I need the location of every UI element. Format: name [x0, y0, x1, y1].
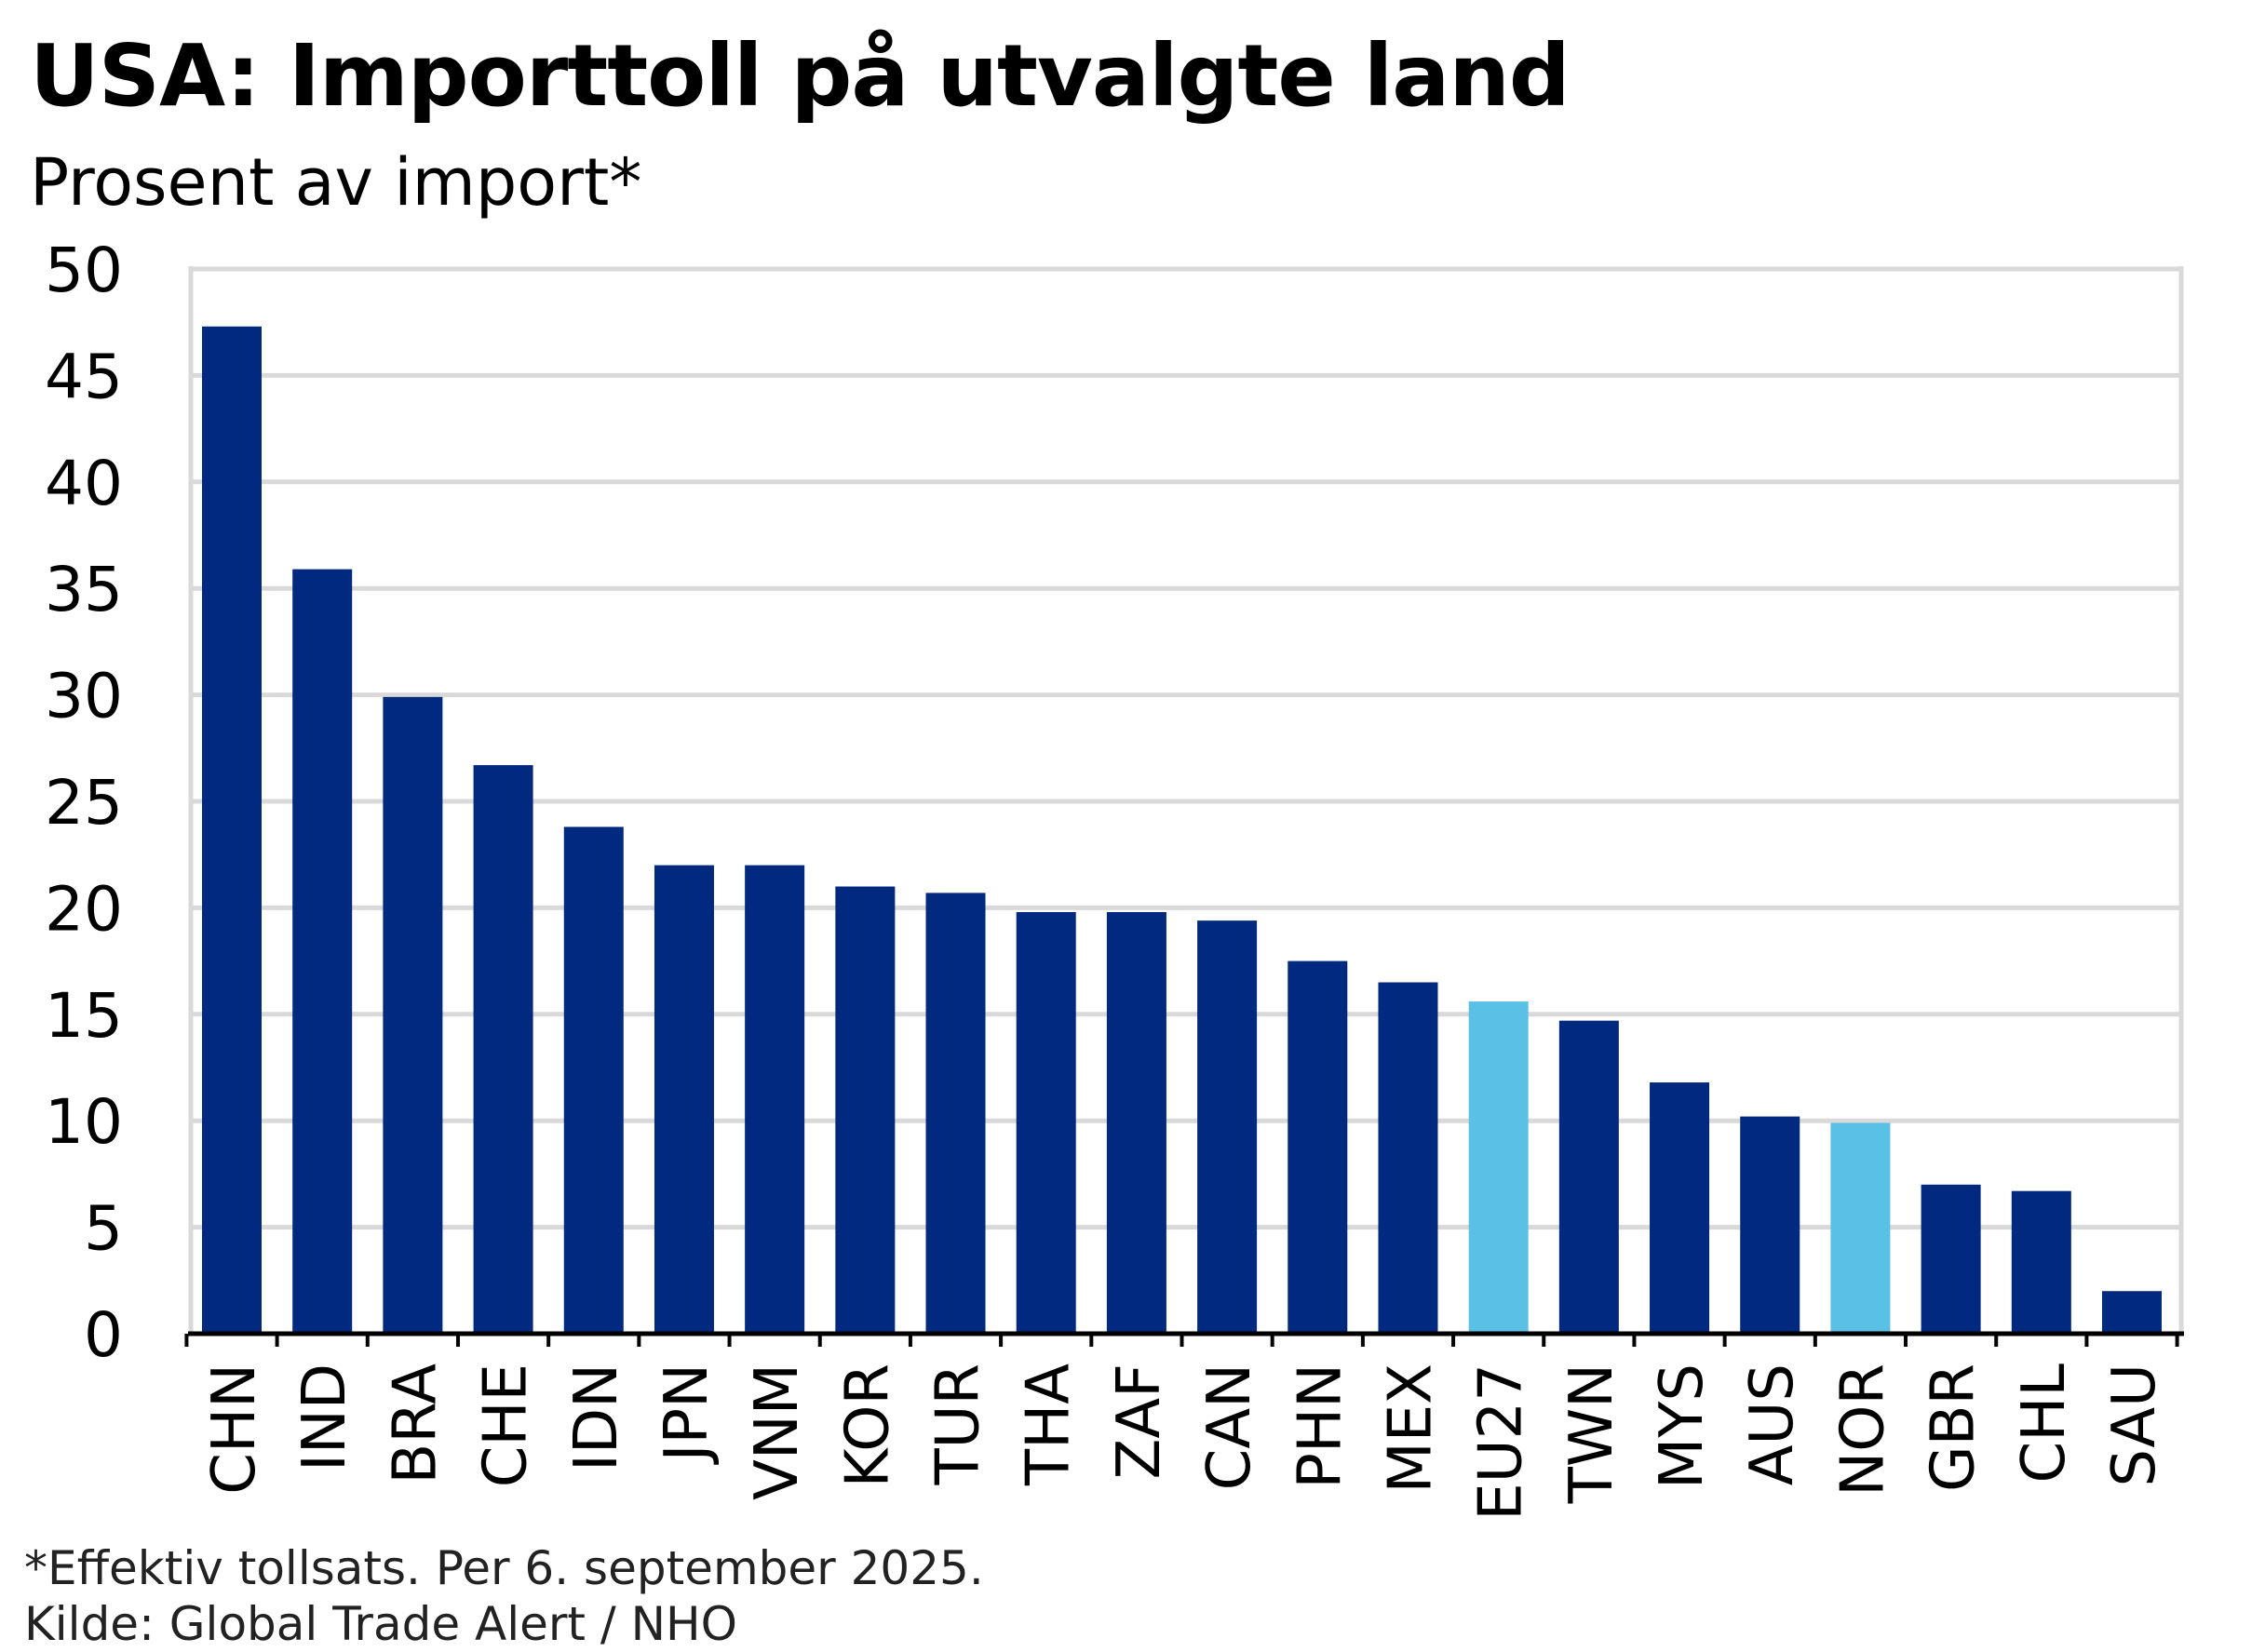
- x-tick-label: PHN: [1286, 1363, 1355, 1489]
- bar-twn: [1558, 1020, 1619, 1334]
- bar-che: [473, 765, 533, 1334]
- x-tick-label: KOR: [833, 1363, 902, 1487]
- bar-can: [1197, 920, 1258, 1334]
- y-tick-label: 0: [84, 1299, 123, 1371]
- y-tick-label: 20: [45, 873, 123, 945]
- bar-zaf: [1106, 911, 1166, 1334]
- source-note: Kilde: Global Trade Alert / NHO: [24, 1597, 737, 1651]
- x-tick-label: JPN: [653, 1363, 721, 1465]
- x-tick-label: BRA: [381, 1363, 450, 1484]
- y-tick-label: 45: [45, 341, 123, 412]
- x-tick-label: THA: [1015, 1363, 1084, 1486]
- x-tick-label: GBR: [1920, 1363, 1989, 1492]
- x-tick-label: VNM: [743, 1363, 812, 1500]
- x-tick-label: TUR: [924, 1363, 993, 1485]
- bar-eu27: [1468, 1001, 1529, 1334]
- x-tick-label: CHN: [200, 1363, 269, 1495]
- footnote: *Effektiv tollsats. Per 6. september 202…: [24, 1541, 984, 1595]
- y-tick-label: 15: [45, 980, 123, 1052]
- bar-ind: [292, 569, 353, 1334]
- bar-nor: [1830, 1122, 1891, 1334]
- footer: *Effektiv tollsats. Per 6. september 202…: [24, 1540, 984, 1652]
- bar-tha: [1016, 911, 1076, 1334]
- bar-gbr: [1921, 1184, 1981, 1334]
- y-tick-label: 5: [84, 1193, 123, 1265]
- y-tick-label: 50: [45, 235, 123, 306]
- bar-tur: [925, 893, 986, 1334]
- x-tick-label: IND: [290, 1363, 359, 1471]
- bar-phn: [1288, 960, 1348, 1334]
- x-tick-label: EU27: [1467, 1363, 1536, 1521]
- bar-bra: [383, 696, 443, 1334]
- bar-mys: [1650, 1082, 1710, 1334]
- x-tick-label: TWN: [1557, 1363, 1626, 1504]
- bar-idn: [563, 826, 624, 1334]
- x-tick-label: MEX: [1376, 1363, 1445, 1494]
- y-tick-label: 35: [45, 554, 123, 625]
- bar-kor: [835, 886, 896, 1334]
- x-tick-label: IDN: [562, 1363, 631, 1471]
- x-tick-label: CAN: [1195, 1363, 1264, 1490]
- x-tick-label: SAU: [2100, 1363, 2169, 1486]
- y-tick-label: 40: [45, 448, 123, 519]
- y-tick-label: 10: [45, 1086, 123, 1158]
- bar-jpn: [654, 865, 714, 1334]
- x-tick-label: ZAF: [1105, 1363, 1174, 1479]
- x-tick-label: MYS: [1648, 1363, 1717, 1489]
- bar-chl: [2011, 1190, 2071, 1334]
- bar-vnm: [745, 865, 805, 1334]
- chart-subtitle: Prosent av import*: [30, 144, 642, 221]
- bar-mex: [1378, 982, 1438, 1334]
- bar-chn: [202, 326, 262, 1334]
- y-tick-label: 25: [45, 767, 123, 839]
- y-tick-label: 30: [45, 661, 123, 732]
- x-tick-label: AUS: [1738, 1363, 1807, 1485]
- bar-aus: [1740, 1116, 1800, 1334]
- x-tick-label: CHE: [472, 1363, 541, 1487]
- chart-title: USA: Importtoll på utvalgte land: [30, 26, 1571, 126]
- bar-sau: [2102, 1291, 2162, 1334]
- x-tick-label: NOR: [1828, 1363, 1897, 1497]
- x-tick-label: CHL: [2010, 1363, 2079, 1484]
